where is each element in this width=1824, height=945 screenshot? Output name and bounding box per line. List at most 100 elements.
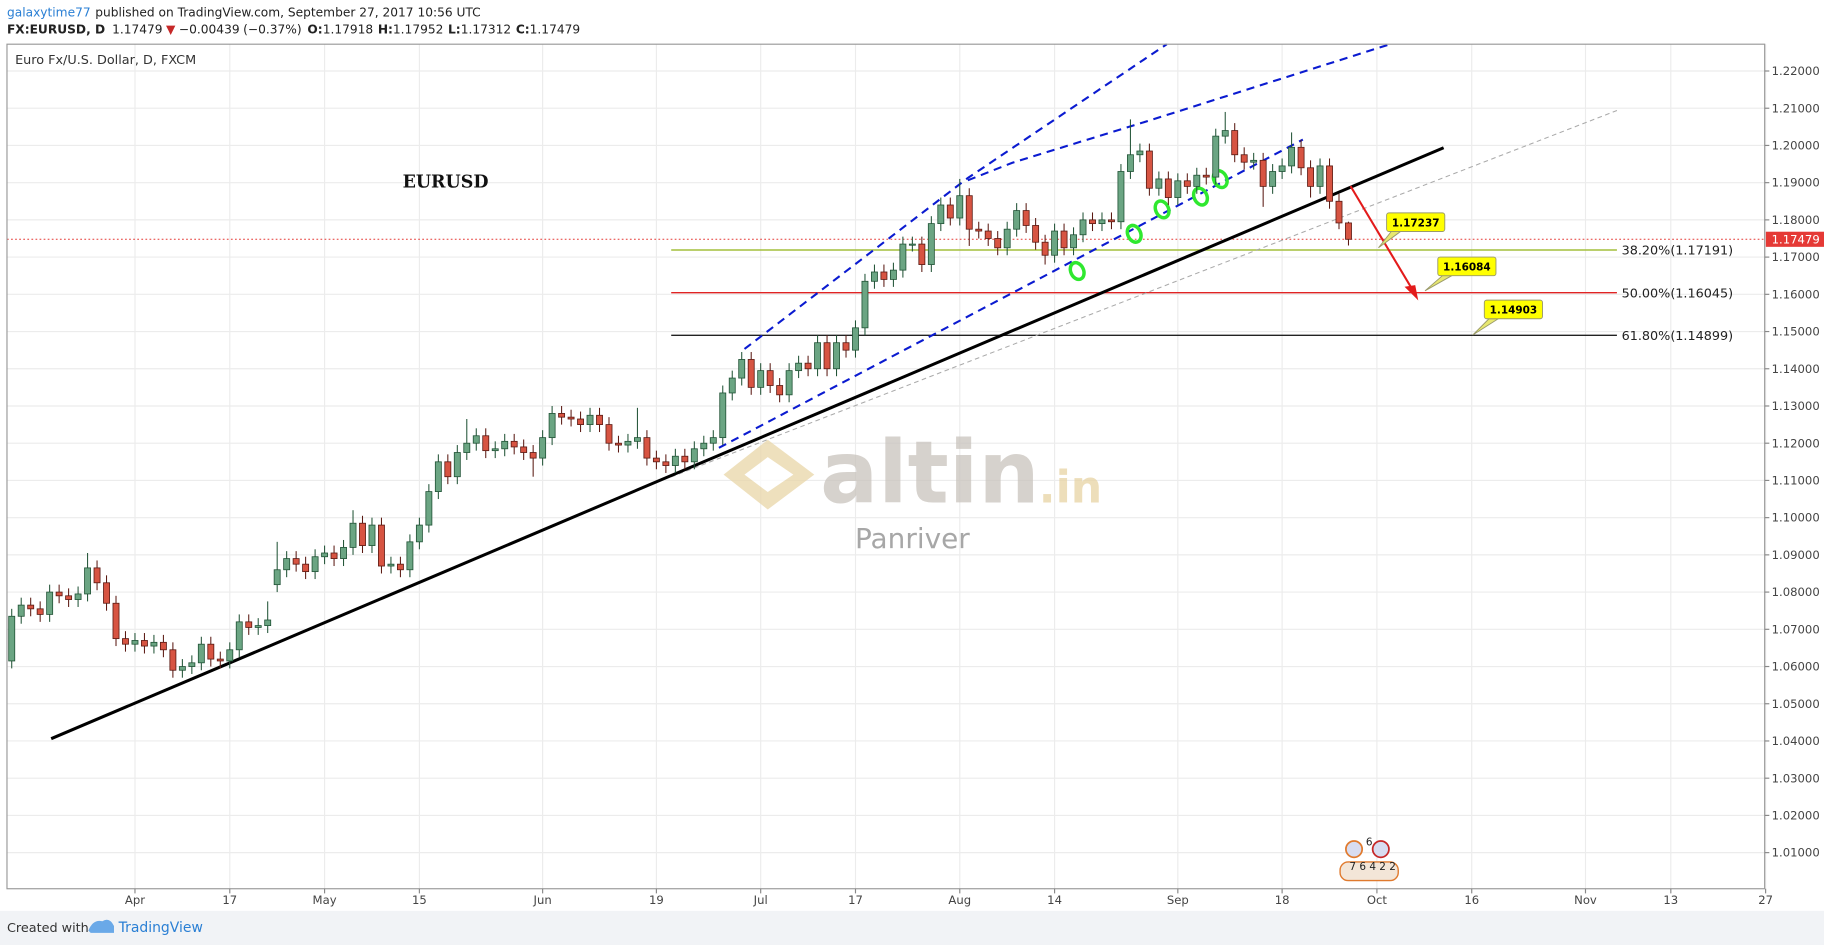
candle-body: [643, 437, 651, 459]
candle-body: [700, 442, 708, 450]
candle-body: [207, 643, 215, 660]
candle-body: [615, 442, 622, 446]
x-tick-label: 16: [1464, 893, 1479, 907]
candle-body: [567, 416, 575, 420]
candle-body: [141, 640, 148, 647]
candle-body: [795, 362, 803, 372]
candle-body: [871, 271, 878, 282]
candle-body: [785, 370, 793, 396]
fib-label: 38.20%(1.17191): [1622, 244, 1734, 259]
candle-body: [311, 556, 319, 573]
candle-body: [529, 452, 537, 459]
open: 1.17918: [323, 23, 373, 37]
x-tick-label: Oct: [1367, 893, 1388, 907]
candle-body: [681, 455, 689, 463]
candle-body: [46, 591, 54, 615]
candle-body: [1032, 225, 1040, 243]
event-count: 7 6 4 2 2: [1349, 861, 1396, 873]
candle-body: [472, 435, 480, 444]
candle-body: [1003, 228, 1011, 249]
candle-body: [624, 440, 632, 446]
x-tick-label: 14: [1047, 893, 1062, 907]
candle-body: [150, 641, 158, 647]
candle-body: [368, 524, 376, 546]
y-tick-label: 1.12000: [1772, 436, 1820, 450]
close: 1.17479: [530, 23, 580, 37]
candle-body: [359, 522, 366, 546]
candle-body: [908, 243, 916, 246]
y-tick-label: 1.07000: [1772, 622, 1820, 636]
candle-body: [1193, 174, 1201, 187]
candle-body: [1013, 210, 1021, 230]
candle-body: [93, 567, 101, 584]
callout-box: [1437, 256, 1497, 277]
chart-title: Euro Fx/U.S. Dollar, D, FXCM: [15, 53, 196, 68]
candle-body: [122, 638, 129, 645]
candle-body: [1307, 167, 1314, 187]
y-tick-label: 1.14000: [1772, 362, 1820, 376]
candle-body: [1345, 222, 1352, 240]
candle-body: [1145, 150, 1153, 189]
candle-body: [254, 625, 262, 628]
change: −0.00439: [179, 23, 240, 37]
candle-body: [719, 392, 727, 439]
candle-body: [652, 457, 660, 463]
y-tick-label: 1.16000: [1772, 287, 1820, 301]
candle-body: [444, 461, 452, 478]
y-tick-label: 1.13000: [1772, 399, 1820, 413]
x-tick-label: 13: [1663, 893, 1678, 907]
channel-line: [743, 43, 1168, 350]
candle-body: [747, 359, 755, 388]
candle-body: [453, 452, 461, 478]
publish-line: galaxytime77 published on TradingView.com…: [7, 5, 481, 19]
candle-body: [1155, 178, 1163, 189]
candle-body: [245, 621, 253, 628]
candle-body: [340, 547, 347, 559]
candle-body: [482, 435, 490, 452]
y-tick-label: 1.08000: [1772, 585, 1820, 599]
x-tick-label: Aug: [948, 893, 971, 907]
candle-body: [757, 370, 765, 388]
candle-body: [690, 448, 698, 463]
x-tick-label: 17: [222, 893, 237, 907]
candle-body: [861, 280, 869, 329]
y-tick-label: 1.01000: [1772, 846, 1820, 860]
arrow-head: [1404, 285, 1419, 301]
candle-body: [510, 440, 518, 448]
watermark-brand: altin: [820, 424, 1040, 524]
candle-body: [804, 362, 812, 370]
candle-body: [1326, 165, 1333, 202]
annotation: EURUSD: [403, 172, 489, 192]
watermark-logo: [744, 457, 794, 493]
plot-frame: [6, 43, 1766, 890]
candle-body: [1089, 219, 1096, 225]
candle-body: [852, 327, 859, 351]
x-tick-label: 18: [1275, 893, 1290, 907]
candle-body: [833, 342, 840, 370]
candle-body: [1022, 210, 1030, 226]
footer-brand[interactable]: TradingView: [118, 920, 203, 936]
candle-body: [112, 602, 120, 640]
x-tick-label: 19: [649, 893, 664, 907]
candle-body: [188, 662, 196, 667]
y-tick-label: 1.22000: [1772, 64, 1820, 78]
x-tick-label: 17: [848, 893, 863, 907]
callout-label: 1.16084: [1443, 261, 1491, 273]
candle-body: [520, 446, 528, 453]
candle-body: [330, 552, 338, 559]
candle-body: [1126, 154, 1134, 172]
arrow: [1349, 185, 1416, 294]
candle-body: [415, 524, 423, 543]
callouts: 1.17237 1.16084 1.14903: [1378, 212, 1543, 336]
callout: 1.14903: [1472, 299, 1543, 336]
candle-body: [55, 591, 63, 597]
callout-label: 1.17237: [1392, 217, 1440, 229]
candle-body: [965, 195, 973, 230]
candle-body: [321, 552, 329, 558]
candle-body: [889, 269, 897, 280]
candle-body: [1221, 130, 1229, 137]
event-icon: [1371, 840, 1390, 859]
candle-body: [880, 271, 888, 280]
y-tick-label: 1.17000: [1772, 250, 1820, 264]
